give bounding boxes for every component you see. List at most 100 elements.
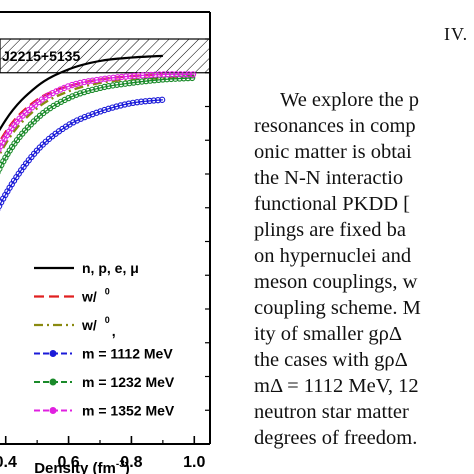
series-marker — [185, 71, 192, 78]
series-marker — [85, 112, 92, 119]
x-tick-label: 1.0 — [183, 454, 205, 471]
series-marker — [105, 105, 112, 112]
plot-clip-group: J2215+5135 — [0, 38, 210, 212]
x-tick-label: 0.8 — [120, 454, 142, 471]
series-marker — [160, 71, 167, 78]
series-marker — [121, 101, 128, 108]
series-marker — [113, 81, 121, 88]
series-marker — [93, 85, 100, 92]
series-marker — [109, 82, 116, 89]
series-marker — [89, 111, 96, 118]
series-marker — [106, 75, 113, 82]
series-marker — [134, 78, 141, 86]
legend-label: m = 1352 MeV — [82, 403, 175, 419]
paper-line: the cases with gρΔ — [254, 349, 408, 371]
series-marker — [101, 75, 109, 82]
series-marker — [138, 78, 146, 85]
series-marker — [147, 71, 155, 79]
series-marker — [122, 73, 130, 80]
series-marker — [126, 73, 134, 80]
series-marker — [122, 80, 129, 87]
series-marker — [76, 79, 84, 87]
series-marker — [159, 96, 166, 103]
legend-marker — [49, 350, 57, 357]
series-marker — [184, 74, 192, 82]
series-marker — [146, 97, 153, 105]
paper-line: neutron star matter — [254, 401, 409, 423]
axes: 0.4 0.6 0.8 1.0 Density (fm-3) — [0, 11, 211, 474]
series-marker — [135, 72, 142, 79]
legend-marker — [49, 407, 57, 414]
series-marker — [125, 100, 132, 107]
legend-label: m = 1232 MeV — [82, 374, 175, 390]
series-marker — [110, 74, 117, 81]
paper-text-column: IV. We explore the p resonances in comp … — [254, 0, 474, 474]
x-tick-label: 0.6 — [57, 454, 79, 471]
series-line-4 — [0, 77, 195, 169]
section-heading: IV. — [444, 24, 469, 44]
series-marker — [53, 88, 60, 95]
series-marker — [172, 75, 179, 82]
legend-label: m = 1112 MeV — [82, 346, 173, 362]
series-marker — [189, 71, 197, 78]
series-marker — [93, 109, 100, 116]
legend-item: n, p, e, μ — [34, 260, 139, 276]
series-line-3 — [0, 99, 163, 206]
legend-item: m = 1112 MeV — [34, 346, 173, 362]
legend-label: w/0 — [81, 287, 110, 305]
series-marker — [138, 98, 145, 105]
series-marker — [129, 99, 137, 107]
paper-line: ity of smaller gρΔ — [254, 323, 403, 345]
paper-line: mΔ = 1112 MeV, 12 — [254, 375, 419, 397]
series-marker — [76, 90, 84, 97]
series-marker — [114, 74, 121, 81]
series-marker — [0, 147, 2, 153]
series-marker — [97, 108, 104, 115]
paper-line: degrees of freedom. — [254, 427, 418, 449]
series-marker — [142, 77, 150, 85]
series-marker — [164, 71, 171, 78]
legend-marker — [49, 378, 57, 386]
paper-line: plings are fixed ba — [254, 219, 406, 241]
paper-line: resonances in comp — [254, 115, 416, 137]
series-marker — [180, 75, 187, 82]
series-marker — [72, 80, 80, 88]
series-marker — [147, 77, 154, 84]
series-marker — [152, 71, 159, 78]
series-marker — [105, 82, 112, 90]
series-line-0 — [0, 54, 163, 132]
series-marker — [101, 83, 108, 91]
series-marker — [85, 78, 92, 85]
series-marker — [89, 86, 96, 94]
series-marker — [69, 93, 76, 100]
legend-item: w/0 — [34, 287, 110, 305]
series-marker — [131, 72, 138, 80]
series-marker — [80, 88, 88, 96]
series-marker — [0, 202, 3, 210]
series-marker — [142, 98, 149, 105]
legend-item: m = 1352 MeV — [34, 403, 175, 419]
paper-line: meson couplings, w — [254, 271, 418, 293]
series-marker — [173, 71, 180, 78]
series-marker — [150, 97, 157, 104]
series-marker — [188, 74, 196, 82]
paper-line: onic matter is obtai — [254, 141, 412, 163]
series-marker — [176, 75, 183, 82]
series-marker — [139, 72, 146, 79]
series-marker — [65, 94, 72, 102]
series-marker — [81, 113, 88, 121]
series-marker — [73, 91, 80, 98]
series-marker — [64, 83, 72, 90]
series-marker — [143, 71, 150, 79]
legend-item: w/0, — [34, 315, 116, 339]
legend-label: w/0, — [81, 315, 116, 339]
series-marker — [154, 97, 162, 104]
series-marker — [97, 84, 104, 91]
series-marker — [73, 117, 81, 124]
series-marker — [77, 115, 84, 122]
plot-area: J2215+5135 — [0, 38, 210, 212]
series-marker — [101, 106, 108, 114]
series-marker — [109, 104, 116, 111]
series-marker — [89, 77, 96, 84]
legend-label: n, p, e, μ — [82, 260, 139, 276]
